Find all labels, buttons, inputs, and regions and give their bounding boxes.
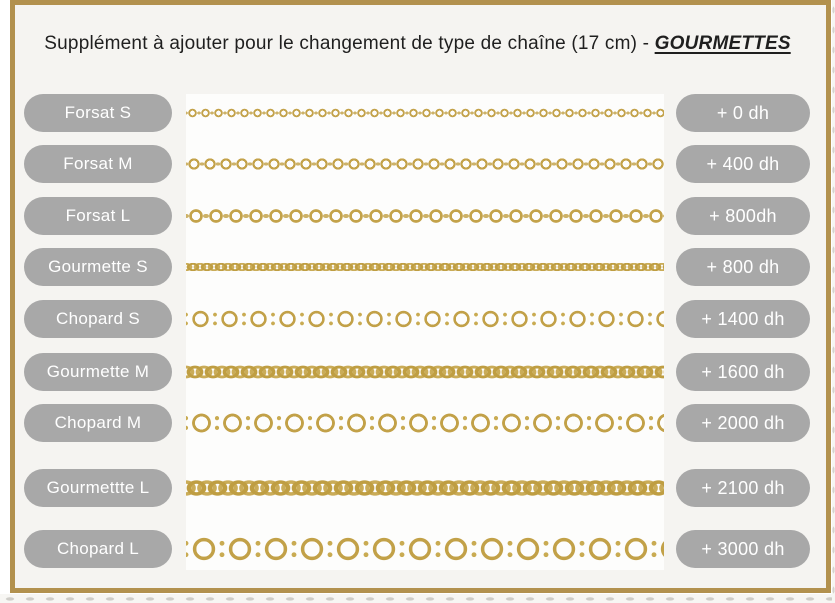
price-label: + 1400 dh: [701, 308, 785, 329]
title-text: Supplément à ajouter pour le changement …: [44, 33, 655, 54]
chain-row-gourmette-s: Gourmette S + 800 dh: [0, 248, 835, 286]
chain-type-label: Forsat M: [63, 154, 133, 173]
chain-row-chopard-l: Chopard L + 3000 dh: [0, 530, 835, 568]
price-label: + 2100 dh: [701, 477, 785, 498]
price-label: + 400 dh: [706, 153, 780, 174]
price-pill[interactable]: + 1400 dh: [676, 300, 810, 338]
chain-row-gourmettte-l: Gourmettte L + 2100 dh: [0, 469, 835, 507]
chain-photo-curb-m: [186, 362, 664, 382]
price-pill[interactable]: + 3000 dh: [676, 530, 810, 568]
chain-row-forsat-l: Forsat L + 800dh: [0, 197, 835, 235]
price-label: + 3000 dh: [701, 538, 785, 559]
chain-photo-rolo-l: [186, 536, 664, 562]
chain-row-chopard-m: Chopard M + 2000 dh: [0, 404, 835, 442]
chain-type-pill[interactable]: Forsat M: [24, 145, 172, 183]
chain-row-forsat-s: Forsat S + 0 dh: [0, 94, 835, 132]
chain-photo-rolo-m: [186, 412, 664, 434]
chain-type-pill[interactable]: Chopard L: [24, 530, 172, 568]
chain-type-pill[interactable]: Gourmette S: [24, 248, 172, 286]
chain-photo-cable-l: [186, 208, 664, 224]
chain-photo-curb-s: [186, 261, 664, 273]
chain-photo-curb-l: [186, 476, 664, 500]
chain-type-pill[interactable]: Chopard S: [24, 300, 172, 338]
price-pill[interactable]: + 0 dh: [676, 94, 810, 132]
chain-type-label: Chopard M: [54, 413, 142, 432]
price-pill[interactable]: + 400 dh: [676, 145, 810, 183]
price-label: + 800dh: [709, 205, 777, 226]
title-highlight: GOURMETTES: [654, 33, 791, 54]
chain-type-pill[interactable]: Forsat S: [24, 94, 172, 132]
chain-photo-cable-s: [186, 108, 664, 118]
page-title: Supplément à ajouter pour le changement …: [20, 33, 815, 55]
chain-type-label: Gourmette M: [46, 362, 150, 381]
price-label: + 1600 dh: [701, 361, 785, 382]
chain-row-chopard-s: Chopard S + 1400 dh: [0, 300, 835, 338]
chain-type-label: Chopard S: [56, 309, 140, 328]
chain-type-pill[interactable]: Forsat L: [24, 197, 172, 235]
chain-type-label: Forsat S: [64, 103, 132, 122]
price-label: + 2000 dh: [701, 412, 785, 433]
chain-photo-rolo-s: [186, 309, 664, 329]
price-pill[interactable]: + 2000 dh: [676, 404, 810, 442]
bottom-chain-strip: [0, 594, 835, 603]
price-pill[interactable]: + 800 dh: [676, 248, 810, 286]
price-pill[interactable]: + 800dh: [676, 197, 810, 235]
chain-type-pill[interactable]: Chopard M: [24, 404, 172, 442]
price-label: + 800 dh: [706, 256, 780, 277]
right-chain-strip: [832, 0, 835, 603]
price-pill[interactable]: + 1600 dh: [676, 353, 810, 391]
price-label: + 0 dh: [716, 102, 770, 123]
chain-type-label: Gourmette S: [48, 257, 148, 276]
chain-photo-cable-m: [186, 157, 664, 171]
chain-type-pill[interactable]: Gourmette M: [24, 353, 172, 391]
chain-type-label: Chopard L: [56, 539, 140, 558]
chain-row-gourmette-m: Gourmette M + 1600 dh: [0, 353, 835, 391]
chain-type-label: Forsat L: [65, 206, 131, 225]
chain-type-pill[interactable]: Gourmettte L: [24, 469, 172, 507]
chain-row-forsat-m: Forsat M + 400 dh: [0, 145, 835, 183]
price-pill[interactable]: + 2100 dh: [676, 469, 810, 507]
chain-type-label: Gourmettte L: [46, 478, 150, 497]
